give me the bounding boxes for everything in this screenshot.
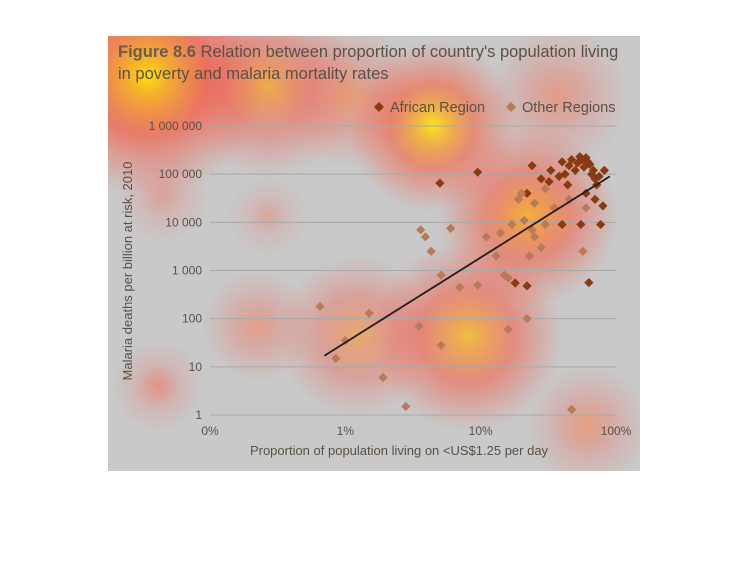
point-african-region xyxy=(577,155,587,165)
point-african-region xyxy=(599,165,609,175)
x-axis-ticks: 0% 1% 10% 100% xyxy=(201,424,631,438)
figure-number: Figure 8.6 xyxy=(118,43,196,61)
attention-heatmap-overlay xyxy=(108,36,640,471)
legend-label-other-regions: Other Regions xyxy=(522,100,616,116)
point-other-regions xyxy=(503,273,513,283)
y-axis-ticks: 1 10 100 1 000 10 000 100 000 1 000 000 xyxy=(149,119,203,422)
y-tick-label: 1 xyxy=(195,408,202,422)
point-other-regions xyxy=(578,246,588,256)
point-african-region xyxy=(527,161,537,171)
point-african-region xyxy=(544,177,554,187)
point-other-regions xyxy=(331,353,341,363)
point-other-regions xyxy=(581,203,591,213)
point-other-regions xyxy=(536,242,546,253)
point-other-regions xyxy=(414,321,424,331)
point-other-regions xyxy=(549,203,559,213)
point-african-region xyxy=(584,278,594,288)
figure-title: Figure 8.6 Relation between proportion o… xyxy=(118,41,633,85)
point-african-region xyxy=(579,162,589,172)
point-african-region xyxy=(576,219,586,230)
point-african-region xyxy=(554,171,564,181)
point-other-regions xyxy=(364,308,374,318)
point-other-regions xyxy=(495,228,506,238)
point-african-region xyxy=(557,219,567,230)
x-tick-label: 10% xyxy=(469,424,493,438)
point-other-regions xyxy=(401,401,411,412)
data-points xyxy=(315,152,609,415)
point-african-region xyxy=(563,180,573,190)
x-tick-label: 1% xyxy=(337,424,355,438)
trendline xyxy=(323,175,611,357)
point-other-regions xyxy=(503,324,513,334)
point-african-region xyxy=(586,169,597,179)
point-african-region xyxy=(567,155,577,165)
y-tick-label: 10 000 xyxy=(165,215,202,229)
point-other-regions xyxy=(473,280,483,290)
point-african-region xyxy=(546,165,556,175)
y-tick-label: 100 000 xyxy=(159,167,203,181)
point-african-region xyxy=(590,174,600,184)
point-other-regions xyxy=(436,270,446,280)
point-african-region xyxy=(536,174,546,184)
point-other-regions xyxy=(507,219,517,230)
gridlines xyxy=(210,125,616,416)
point-other-regions xyxy=(416,225,426,235)
point-other-regions xyxy=(519,215,529,225)
y-tick-label: 1 000 000 xyxy=(149,119,203,133)
y-tick-label: 1 000 xyxy=(172,264,202,278)
point-other-regions xyxy=(378,372,388,383)
point-african-region xyxy=(564,161,574,171)
point-african-region xyxy=(557,157,567,167)
point-african-region xyxy=(581,188,591,198)
point-other-regions xyxy=(525,251,535,261)
point-other-regions xyxy=(564,194,574,204)
legend: African Region Other Regions xyxy=(374,100,616,116)
point-african-region xyxy=(585,159,595,169)
legend-label-african-region: African Region xyxy=(390,100,485,116)
point-other-regions xyxy=(513,194,523,204)
point-african-region xyxy=(594,171,604,181)
point-african-region xyxy=(596,219,606,230)
point-african-region xyxy=(435,178,445,188)
point-african-region xyxy=(572,158,583,168)
trendline-path xyxy=(323,175,611,357)
point-other-regions xyxy=(436,340,446,350)
point-other-regions xyxy=(522,314,532,324)
point-other-regions xyxy=(455,282,465,292)
x-tick-label: 100% xyxy=(601,424,632,438)
point-african-region xyxy=(598,201,608,211)
point-other-regions xyxy=(516,188,527,198)
point-other-regions xyxy=(481,232,491,242)
x-tick-label: 0% xyxy=(201,424,219,438)
legend-marker-african-region xyxy=(374,102,384,112)
point-african-region xyxy=(522,281,532,291)
point-african-region xyxy=(570,165,580,175)
point-african-region xyxy=(581,153,591,163)
point-other-regions xyxy=(527,225,537,235)
figure-panel: Figure 8.6 Relation between proportion o… xyxy=(108,36,640,471)
scatter-chart: 1 10 100 1 000 10 000 100 000 1 000 000 0% 1% 10… xyxy=(120,100,632,458)
point-african-region xyxy=(522,188,532,198)
point-other-regions xyxy=(540,184,550,194)
point-other-regions xyxy=(540,219,550,230)
figure-title-text: Relation between proportion of country's… xyxy=(118,43,619,83)
point-other-regions xyxy=(567,404,577,415)
point-other-regions xyxy=(529,232,540,242)
point-other-regions xyxy=(491,251,501,261)
point-other-regions xyxy=(529,198,540,208)
y-tick-label: 100 xyxy=(182,312,202,326)
point-african-region xyxy=(560,169,570,179)
y-axis-label: Malaria deaths per billion at risk, 2010 xyxy=(120,162,135,381)
x-axis-label: Proportion of population living on <US$1… xyxy=(250,443,549,458)
point-african-region xyxy=(473,167,483,177)
point-african-region xyxy=(510,278,520,288)
point-african-region xyxy=(590,194,600,204)
legend-marker-other-regions xyxy=(506,102,516,112)
point-other-regions xyxy=(426,246,436,256)
y-tick-label: 10 xyxy=(189,360,203,374)
point-other-regions xyxy=(446,223,456,233)
point-other-regions xyxy=(315,301,325,311)
point-african-region xyxy=(588,165,598,175)
point-other-regions xyxy=(420,232,430,242)
